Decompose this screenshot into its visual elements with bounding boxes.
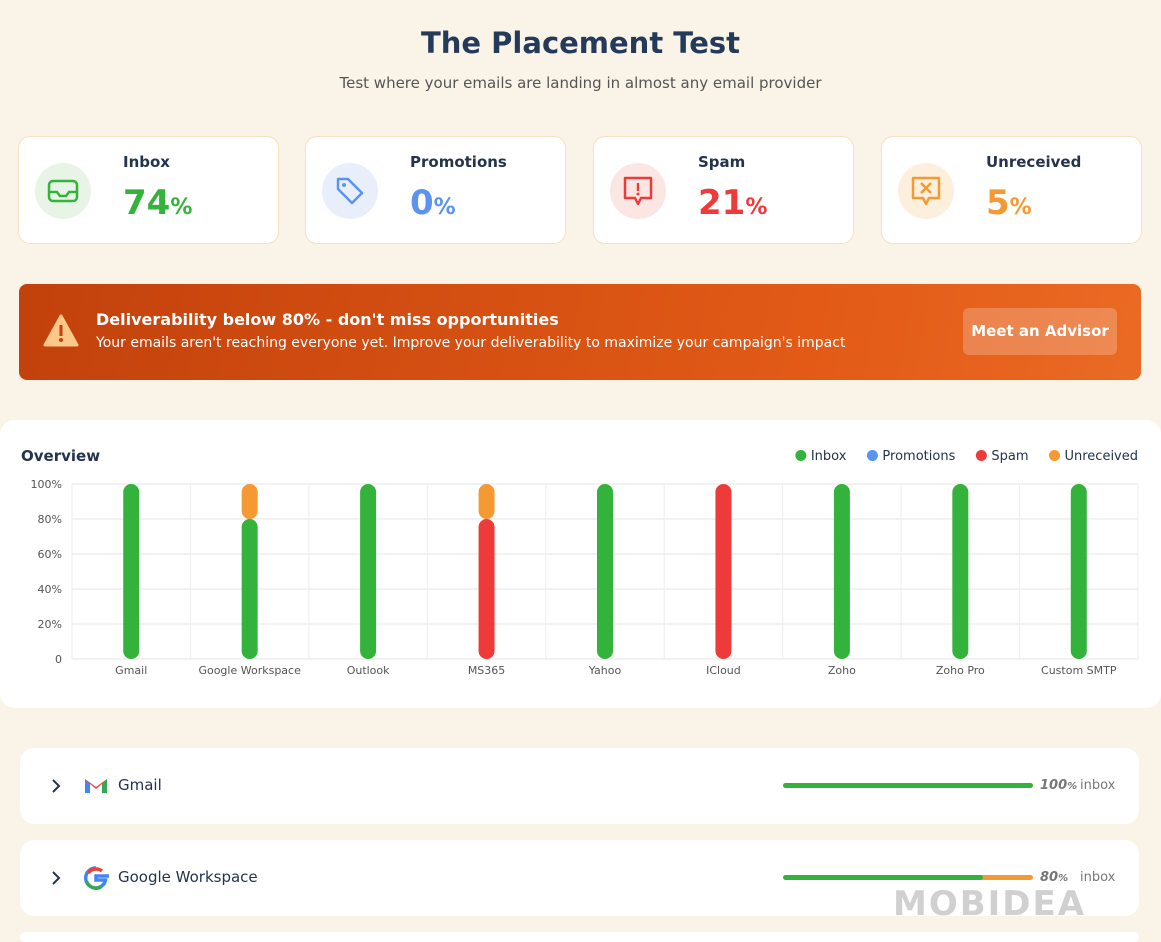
bar-segment [123,484,140,659]
stat-number: 5 [986,183,1010,223]
provider-label: inbox [1080,778,1116,793]
alert: Deliverability below 80% - don't miss op… [19,284,1141,380]
legend-swatch [795,450,807,461]
bar-segment [597,484,613,659]
bar-segment [833,484,850,659]
x-tick-label: ICloud [706,664,741,677]
stat-value: 5% [986,183,1032,223]
title: The Placement Test [420,26,741,60]
y-tick-label: 60% [38,548,62,561]
provider-row [20,932,1139,942]
subtitle: Test where your emails are landing in al… [339,74,822,92]
stat-card: Inbox 74% [18,136,279,244]
y-tick-label: 20% [38,618,62,631]
progress-track [783,783,1033,788]
stat-value: 74% [123,183,192,223]
provider-logo [85,779,107,793]
chart: Overview 0 20% 40% 60% 80% 100% Unreceived Spam P… [21,447,1139,677]
legend-swatch [975,450,987,461]
progress-track [783,875,1033,880]
stat-card: Spam 21% [593,136,854,244]
legend-swatch [1048,450,1060,461]
bar-segment [241,519,258,659]
legend-label: Promotions [882,449,955,464]
stat-icon [898,163,954,219]
chart-card: Overview 0 20% 40% 60% 80% 100% Unreceived Spam P… [0,420,1161,708]
chart-title: Overview [21,447,100,465]
stat-unit: % [170,195,193,220]
percent-unit: % [1058,873,1069,884]
provider-row: Google Workspace 80% inbox [20,840,1139,916]
watermark: MOBIDEA [893,884,1087,924]
x-tick-label: Yahoo [588,664,622,677]
x-tick-label: Outlook [347,664,390,677]
bar-segment [715,484,732,659]
expand-chevron[interactable] [50,870,62,886]
y-tick-label: 80% [38,513,62,526]
stat-label: Spam [698,153,746,171]
provider-name: Google Workspace [118,868,258,886]
stat-icon [322,163,378,219]
progress-bar [783,875,983,880]
expand-chevron[interactable] [50,778,62,794]
bar-segment [478,519,495,659]
stat-value: 21% [698,183,767,223]
provider-percent: 80% [1040,870,1068,885]
stat-label: Promotions [410,153,507,171]
provider-row: Gmail 100% inbox [20,748,1139,824]
y-tick-label: 0 [55,653,62,666]
stat-unit: % [1009,195,1032,220]
stat-label: Unreceived [986,153,1082,171]
y-tick-label: 40% [38,583,62,596]
stat-unit: % [433,195,456,220]
stat-label: Inbox [123,153,170,171]
x-tick-label: MS365 [468,664,505,677]
provider-name: Gmail [118,776,162,794]
stat-icon [35,163,91,219]
percent-number: 100 [1040,778,1068,793]
bar-segment [1070,484,1087,659]
legend-swatch [866,450,878,461]
stat-unit: % [745,195,768,220]
stat-card: Unreceived 5% [881,136,1142,244]
stat-card: Promotions 0% [305,136,566,244]
bar-segment [478,484,495,519]
alert-title: Deliverability below 80% - don't miss op… [96,310,559,329]
x-tick-label: Zoho [828,664,856,677]
provider-logo [83,866,109,890]
provider-percent: 100% [1040,778,1077,793]
stat-number: 21 [698,183,746,223]
stat-number: 0 [410,183,434,223]
y-tick-label: 100% [31,478,62,491]
bar-segment [952,484,969,659]
stat-value: 0% [410,183,456,223]
provider-label: inbox [1080,870,1116,885]
stat-number: 74 [123,183,171,223]
x-tick-label: Zoho Pro [936,664,985,677]
x-tick-label: Gmail [115,664,147,677]
alert-text: Your emails aren't reaching everyone yet… [96,335,846,351]
warning-icon [43,314,79,347]
progress-bar [783,783,1033,788]
bar-segment [241,484,258,519]
x-tick-label: Google Workspace [198,664,301,677]
bar-segment [360,484,377,659]
stat-icon [610,163,666,219]
percent-unit: % [1067,781,1078,792]
x-tick-label: Custom SMTP [1041,664,1117,677]
percent-number: 80 [1040,870,1059,885]
advisor-button[interactable]: Meet an Advisor [963,308,1117,355]
legend-label: Unreceived [1064,449,1138,464]
legend-label: Spam [991,449,1028,464]
legend-label: Inbox [811,449,847,464]
